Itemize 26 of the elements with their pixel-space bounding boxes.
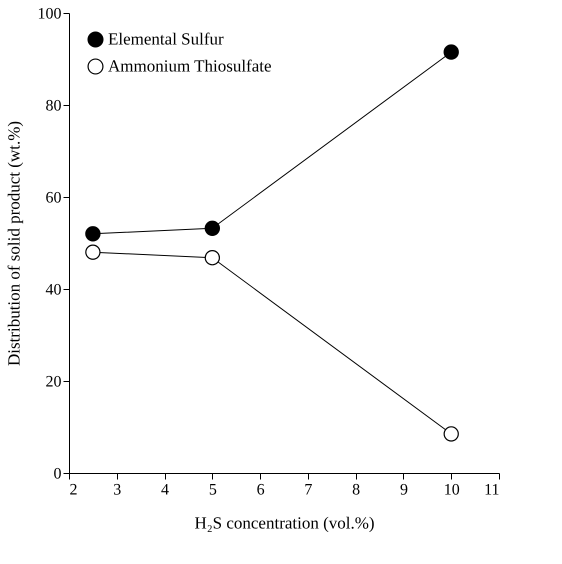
x-tick-label: 5 bbox=[208, 482, 217, 498]
x-tick-label: 10 bbox=[444, 482, 460, 498]
x-tick-label: 2 bbox=[70, 482, 78, 498]
y-tick-label: 0 bbox=[54, 466, 62, 482]
y-tick-label: 100 bbox=[38, 6, 62, 22]
point bbox=[85, 226, 101, 242]
x-tick-label: 11 bbox=[484, 482, 500, 498]
x-tick-label: 4 bbox=[161, 482, 170, 498]
legend-label: Ammonium Thiosulfate bbox=[108, 56, 272, 76]
y-tick-label: 40 bbox=[46, 282, 62, 298]
point bbox=[444, 44, 459, 60]
x-axis-title: H₂S concentration (vol.%) bbox=[194, 514, 375, 532]
x-tick-label: 7 bbox=[304, 482, 312, 498]
point bbox=[204, 250, 220, 266]
x-tick-label: 9 bbox=[400, 482, 408, 498]
point bbox=[85, 244, 101, 260]
y-tick-label: 20 bbox=[46, 374, 62, 390]
x-tick-label: 6 bbox=[256, 482, 265, 498]
x-tick-label: 3 bbox=[113, 482, 122, 498]
y-axis-title: Distribution of solid product (wt.%) bbox=[4, 120, 24, 366]
y-tick-label: 80 bbox=[46, 98, 62, 114]
x-tick-label: 8 bbox=[352, 482, 360, 498]
point bbox=[204, 220, 220, 236]
y-tick-label: 60 bbox=[46, 190, 62, 206]
point bbox=[444, 426, 459, 442]
legend-label: Elemental Sulfur bbox=[108, 30, 224, 48]
